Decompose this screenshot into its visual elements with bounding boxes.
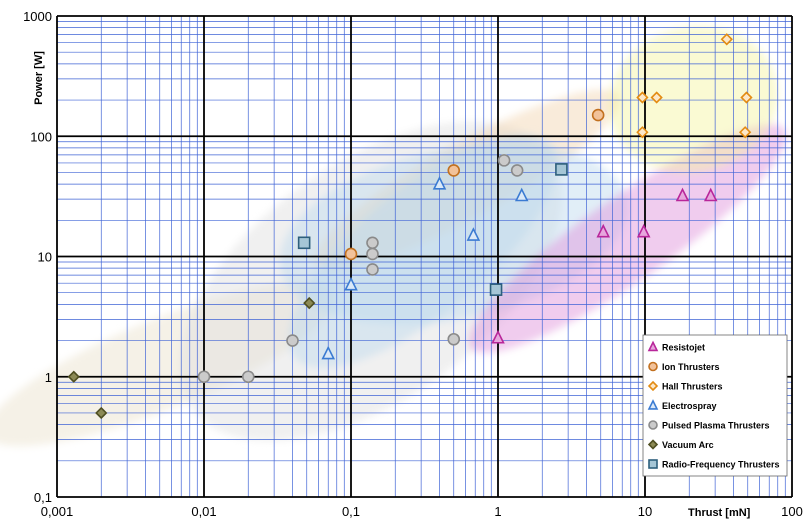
y-tick-label: 100 <box>30 129 52 144</box>
y-tick-label: 1000 <box>23 9 52 24</box>
x-tick-label: 0,1 <box>342 504 360 519</box>
pulsed-plasma-thrusters-point <box>510 164 524 177</box>
resistojet-point <box>491 329 505 344</box>
hall-thrusters-point <box>720 33 733 46</box>
tick-labels: 0,001 0,01 0,1 1 10 100 0,1 1 10 100 1000 <box>23 9 803 519</box>
pulsed-plasma-thrusters-point <box>241 370 255 384</box>
electrospray-point <box>466 227 481 241</box>
legend-marker-ion-thrusters <box>648 361 658 372</box>
legend-marker-hall-thrusters <box>647 380 659 392</box>
pulsed-plasma-thrusters-point <box>447 332 461 346</box>
electrospray-point <box>514 187 529 202</box>
legend-label-resistojet: Resistojet <box>662 343 705 353</box>
vacuum-arc-point <box>303 296 316 310</box>
electrospray-point <box>432 175 447 190</box>
ion-thrusters-point <box>447 164 461 177</box>
x-tick-label: 0,001 <box>41 504 74 519</box>
legend-marker-electrospray <box>647 399 659 410</box>
legend-label-pulsed-plasma-thrusters: Pulsed Plasma Thrusters <box>662 421 770 431</box>
pulsed-plasma-thrusters-point <box>286 334 299 347</box>
ion-thrusters-point <box>344 247 358 261</box>
hall-thrusters-point <box>636 126 649 139</box>
hall-thrusters-point <box>650 91 663 104</box>
vacuum-arc-point <box>95 406 108 420</box>
x-tick-label: 100 <box>781 504 803 519</box>
radio-frequency-thrusters-point <box>555 163 568 176</box>
pulsed-plasma-thrusters-point <box>197 370 211 384</box>
points-layer <box>67 33 753 420</box>
legend-label-vacuum-arc: Vacuum Arc <box>662 440 714 450</box>
resistojet-point <box>675 187 690 202</box>
legend-label-ion-thrusters: Ion Thrusters <box>662 362 720 372</box>
legend-label-radio-frequency-thrusters: Radio-Frequency Thrusters <box>662 460 780 470</box>
pulsed-plasma-thrusters-point <box>366 247 379 261</box>
electrospray-point <box>344 276 358 291</box>
y-tick-label: 10 <box>38 250 52 265</box>
ion-thrusters-point <box>591 108 605 122</box>
pulsed-plasma-thrusters-point <box>366 236 379 250</box>
resistojet-point <box>703 187 718 202</box>
legend-marker-radio-frequency-thrusters <box>648 459 658 469</box>
y-axis-label: Power [W] <box>33 51 45 105</box>
legend-marker-vacuum-arc <box>647 439 659 450</box>
y-tick-label: 1 <box>45 370 52 385</box>
x-tick-label: 0,01 <box>191 504 216 519</box>
legend-label-electrospray: Electrospray <box>662 401 717 411</box>
legend-box <box>642 334 788 477</box>
legend-label-hall-thrusters: Hall Thrusters <box>662 382 723 392</box>
radio-frequency-thrusters-point <box>489 283 503 296</box>
legend-marker-resistojet <box>647 340 659 352</box>
radio-frequency-thrusters-point <box>297 236 311 250</box>
hall-thrusters-point <box>636 91 649 104</box>
y-tick-label: 0,1 <box>34 490 52 505</box>
resistojet-point <box>596 223 611 238</box>
legend: Resistojet Ion Thrusters Hall Thrusters Ele… <box>642 334 788 477</box>
hall-thrusters-point <box>739 126 752 139</box>
pulsed-plasma-thrusters-point <box>366 263 379 276</box>
region-resistojet <box>468 124 787 353</box>
vacuum-arc-point <box>67 370 80 383</box>
resistojet-point <box>636 223 651 238</box>
electrospray-point <box>321 345 336 360</box>
x-axis-label: Thrust [mN] <box>688 507 751 519</box>
hall-thrusters-point <box>740 91 753 104</box>
legend-marker-pulsed-plasma-thrusters <box>648 420 658 430</box>
x-tick-label: 1 <box>494 504 501 519</box>
pulsed-plasma-thrusters-point <box>497 154 511 167</box>
x-tick-label: 10 <box>638 504 652 519</box>
